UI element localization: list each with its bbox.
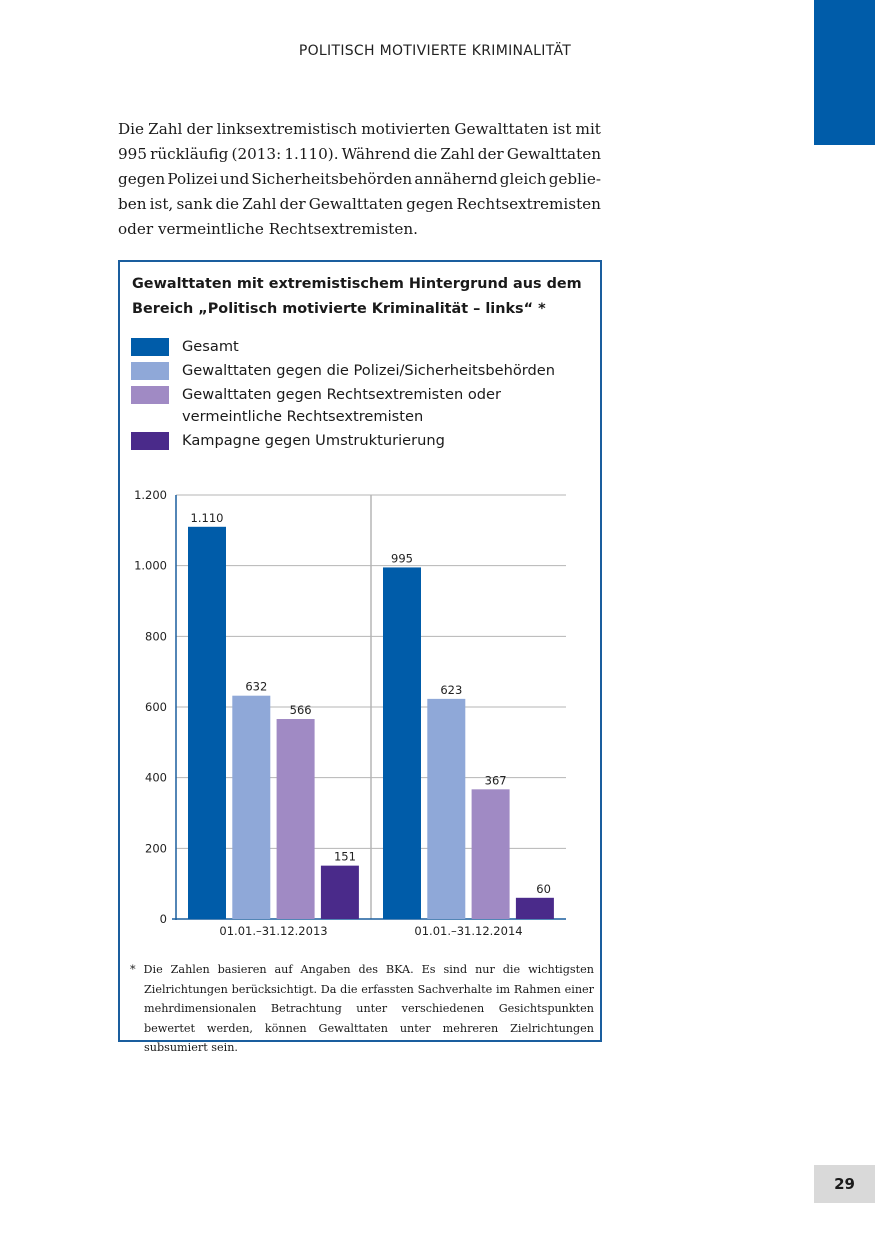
bar (232, 695, 271, 919)
legend-swatch (131, 338, 169, 356)
x-tick-label: 01.01.–31.12.2014 (414, 924, 522, 938)
data-label: 1.110 (191, 511, 224, 525)
legend-label: Gewalttaten gegen Rechtsextremisten oder… (182, 386, 502, 425)
legend-item: Kampagne gegen Umstrukturierung (131, 430, 555, 452)
y-tick-label: 400 (145, 771, 167, 785)
bar (427, 698, 466, 919)
data-label: 151 (334, 850, 356, 864)
paragraph-line: 995 rückläufig (2013: 1.110). Während die Zahl… (118, 145, 601, 163)
data-label: 60 (536, 882, 551, 896)
legend-swatch (131, 432, 169, 450)
legend-label: Kampagne gegen Umstrukturierung (182, 432, 445, 449)
y-tick-label: 1.000 (134, 559, 167, 573)
legend-swatch (131, 362, 169, 380)
chapter-tab (814, 0, 875, 145)
paragraph-line: gegen Polizei und Sicherheitsbehörden annähe… (118, 170, 601, 188)
legend-item: Gewalttaten gegen die Polizei/Sicherheit… (131, 360, 555, 382)
data-label: 632 (245, 680, 267, 694)
paragraph-line: oder vermeintliche Rechtsextremisten. (118, 220, 418, 238)
data-label: 995 (391, 551, 413, 565)
bar (383, 567, 421, 919)
paragraph-line: Die Zahl der linksextremistisch motivierten G… (118, 120, 601, 138)
legend-swatch (131, 386, 169, 404)
y-tick-label: 1.200 (134, 488, 167, 502)
bar (188, 526, 226, 919)
data-label: 367 (485, 773, 507, 787)
paragraph-line: ben ist, sank die Zahl der Gewalttaten gegen Rec… (118, 195, 601, 213)
x-tick-label: 01.01.–31.12.2013 (219, 924, 327, 938)
running-header: POLITISCH MOTIVIERTE KRIMINALITÄT (298, 43, 572, 59)
footnote: * Die Zahlen basieren auf Angaben des BK… (130, 963, 594, 1054)
legend-label: Gesamt (182, 338, 239, 355)
bar (276, 719, 315, 919)
y-tick-label: 200 (145, 841, 167, 855)
bar (320, 865, 359, 919)
page-number: 29 (814, 1165, 875, 1203)
bar (471, 789, 510, 919)
legend-label: Gewalttaten gegen die Polizei/Sicherheit… (182, 362, 556, 379)
y-tick-label: 600 (145, 700, 167, 714)
data-label: 623 (440, 683, 462, 697)
legend-item: Gesamt (131, 336, 555, 358)
legend-item: Gewalttaten gegen Rechtsextremisten oder… (131, 384, 555, 428)
bar (515, 897, 554, 919)
chart-box: Gewalttaten mit extremistischem Hintergr… (118, 260, 602, 1054)
data-label: 566 (290, 703, 312, 717)
chart-title: Gewalttaten mit extremistischem Hintergr… (132, 276, 582, 317)
chart-legend: Gesamt Gewalttaten gegen die Polizei/Sich… (131, 336, 555, 454)
y-tick-label: 0 (160, 912, 167, 926)
body-paragraph: Die Zahl der linksextremistisch motivierten G… (118, 117, 601, 242)
y-tick-label: 800 (145, 629, 167, 643)
